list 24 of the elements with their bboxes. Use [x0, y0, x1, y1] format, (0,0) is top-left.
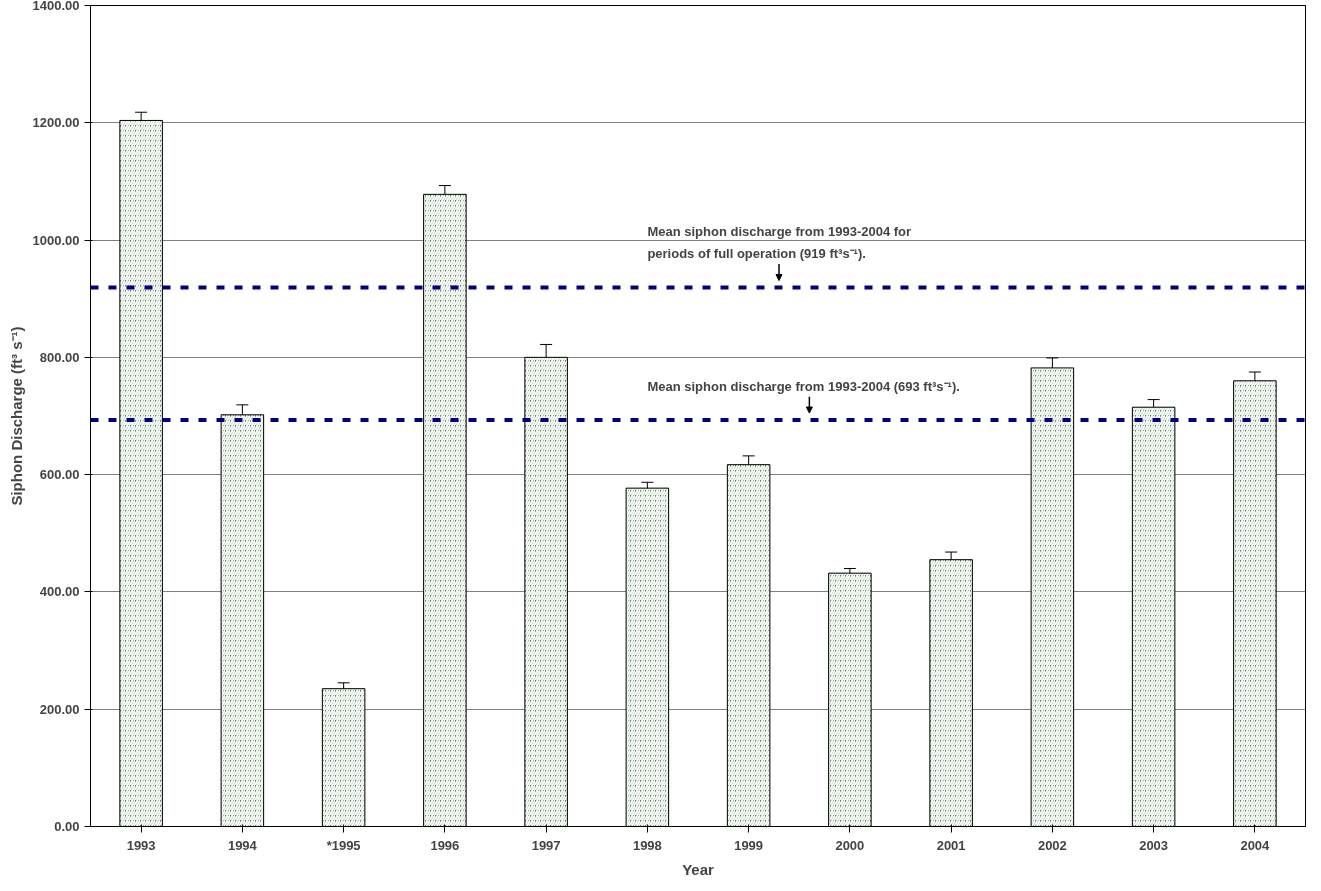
ref-line-label: Mean siphon discharge from 1993-2004 (693 ft³s⁻¹). — [647, 378, 960, 394]
x-tick-label: 1994 — [227, 837, 258, 853]
x-tick-label: 1996 — [430, 837, 460, 853]
y-tick-label: 800.00 — [39, 349, 80, 365]
ref-line-label: Mean siphon discharge from 1993-2004 for periods of full operation (919 ft³s⁻¹). — [647, 223, 912, 262]
y-tick-label: 600.00 — [39, 467, 80, 483]
y-tick-label: 1200.00 — [32, 115, 80, 131]
x-tick-label: 2004 — [1240, 837, 1271, 853]
x-tick-label: 1993 — [126, 837, 156, 853]
y-axis-title: Siphon Discharge (ft³ s⁻¹) — [7, 326, 25, 506]
x-tick-label: 2000 — [835, 837, 865, 853]
x-tick-label: *1995 — [326, 837, 361, 853]
y-tick-label: 0.00 — [54, 819, 80, 834]
x-axis-title: Year — [682, 860, 715, 878]
x-tick-label: 2003 — [1139, 837, 1169, 853]
x-tick-label: 2001 — [936, 837, 966, 853]
y-tick-label: 400.00 — [39, 584, 80, 600]
x-tick-label: 1998 — [632, 837, 662, 853]
x-tick-label: 1997 — [531, 837, 561, 853]
y-tick-label: 1400.00 — [32, 0, 80, 13]
y-tick-label: 1000.00 — [32, 232, 80, 248]
y-tick-label: 200.00 — [39, 701, 80, 717]
x-tick-label: 1999 — [734, 837, 764, 853]
x-tick-label: 2002 — [1037, 837, 1067, 853]
